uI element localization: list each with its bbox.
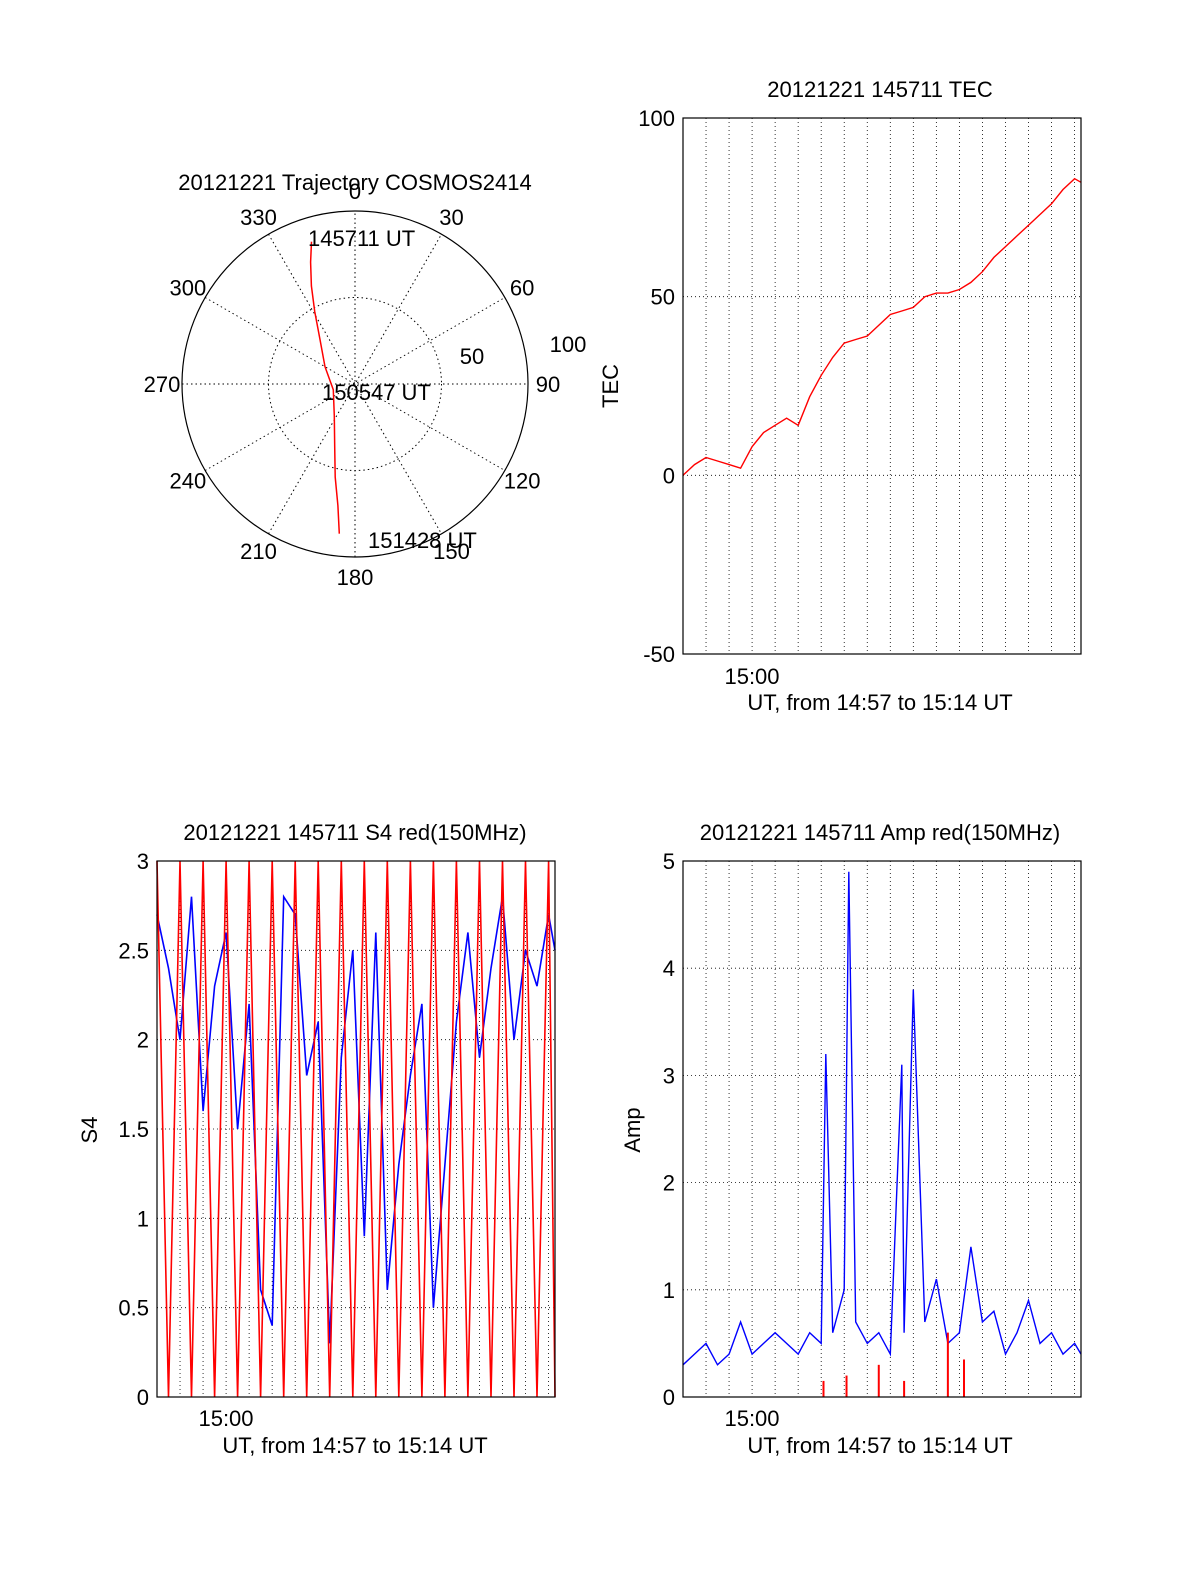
trajectory-start-label: 145711 UT [308,226,415,251]
y-tick-label: 1.5 [118,1117,149,1142]
amp-x-tick-label: 15:00 [724,1406,779,1431]
y-tick-label: 4 [663,956,675,981]
polar-azimuth-label: 300 [169,276,206,301]
polar-trajectory-panel: 20121221 Trajectory COSMOS2414 0 30 60 90 12… [144,170,587,590]
y-tick-label: 2.5 [118,938,149,963]
polar-azimuth-label: 330 [240,205,277,230]
polar-azimuth-label: 60 [510,276,534,301]
tec-series [682,177,1082,476]
s4-xlabel: UT, from 14:57 to 15:14 UT [222,1433,487,1458]
tec-x-tick-label: 15:00 [724,664,779,689]
y-tick-label: 3 [663,1063,675,1088]
polar-spoke [268,233,442,535]
polar-radial-label-100: 100 [550,332,587,357]
polar-radial-label-50: 50 [460,344,484,369]
s4-title: 20121221 145711 S4 red(150MHz) [183,820,526,845]
trajectory-mid-label: 150547 UT [322,380,431,405]
polar-azimuth-label: 180 [337,565,374,590]
amp-y-tick-labels: 0 1 2 3 4 5 [663,849,675,1410]
polar-azimuth-label: 240 [169,469,206,494]
tec-title: 20121221 145711 TEC [767,77,993,102]
s4-ylabel: S4 [77,1117,102,1144]
polar-title: 20121221 Trajectory COSMOS2414 [178,170,531,195]
s4-y-tick-labels: 0 0.5 1 1.5 2 2.5 3 [118,849,149,1410]
y-tick-label: 50 [651,285,675,310]
amp-grid [683,861,1081,1397]
y-tick-label: 0 [663,463,675,488]
polar-azimuth-label: 0 [349,179,361,204]
amp-title: 20121221 145711 Amp red(150MHz) [700,820,1060,845]
polar-azimuth-label: 210 [240,539,277,564]
polar-azimuth-label: 30 [439,205,463,230]
polar-azimuth-label: 90 [536,372,560,397]
y-tick-label: 0 [137,1385,149,1410]
series-line [682,177,1082,476]
s4-plot-frame [156,860,556,1398]
tec-ylabel: TEC [598,364,623,408]
y-tick-label: 0.5 [118,1296,149,1321]
y-tick-label: 0 [663,1385,675,1410]
amp-panel: 20121221 145711 Amp red(150MHz) 0 1 2 3 4 5 1… [620,820,1082,1458]
amp-ylabel: Amp [620,1107,645,1152]
s4-panel: 20121221 145711 S4 red(150MHz) 0 0.5 1 1.5 2… [77,820,556,1458]
y-tick-label: 2 [137,1028,149,1053]
amp-plot-frame [682,860,1082,1398]
polar-spoke [268,233,442,535]
amp-xlabel: UT, from 14:57 to 15:14 UT [747,1433,1012,1458]
series-line [156,860,556,1398]
s4-series [156,860,556,1398]
y-tick-label: 2 [663,1171,675,1196]
tec-y-tick-labels: -50 0 50 100 [638,106,675,667]
polar-azimuth-label: 120 [504,469,541,494]
polar-azimuth-labels: 0 30 60 90 120 150 180 210 240 270 300 330 [144,179,561,590]
s4-grid [157,861,555,1397]
y-tick-label: 1 [137,1206,149,1231]
polar-azimuth-label: 270 [144,372,181,397]
series-line [682,871,1082,1366]
y-tick-label: 5 [663,849,675,874]
tec-panel: 20121221 145711 TEC -50 0 50 100 15:00 UT, … [598,77,1082,715]
amp-series [682,871,1082,1397]
trajectory-end-label: 151428 UT [368,528,477,553]
tec-grid [683,118,1081,654]
tec-xlabel: UT, from 14:57 to 15:14 UT [747,690,1012,715]
tec-plot-frame [682,117,1082,655]
polar-grid [181,210,529,558]
polar-azimuth-label: 150 [433,539,470,564]
y-tick-label: 100 [638,106,675,131]
y-tick-label: 1 [663,1278,675,1303]
polar-spoke [204,297,506,471]
y-tick-label: 3 [137,849,149,874]
trajectory-line [309,241,341,534]
s4-x-tick-label: 15:00 [198,1406,253,1431]
y-tick-label: -50 [643,642,675,667]
polar-spoke [204,297,506,471]
